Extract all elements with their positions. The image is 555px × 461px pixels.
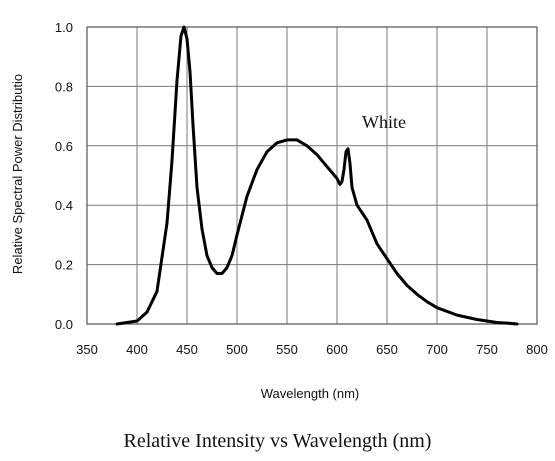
x-tick-label: 550 [276, 342, 298, 357]
annotation-white: White [362, 112, 406, 132]
y-axis-ticks: 0.0 0.2 0.4 0.6 0.8 1.0 [55, 20, 73, 332]
x-tick-label: 450 [176, 342, 198, 357]
x-tick-label: 750 [476, 342, 498, 357]
x-tick-label: 500 [226, 342, 248, 357]
x-tick-label: 700 [426, 342, 448, 357]
x-tick-label: 400 [126, 342, 148, 357]
plot-frame [86, 26, 538, 325]
x-axis-label: Wavelength (nm) [261, 386, 360, 401]
y-tick-label: 0.8 [55, 79, 73, 94]
grid [86, 26, 538, 325]
y-tick-label: 0.6 [55, 139, 73, 154]
y-axis-label: Relative Spectral Power Distributio [10, 74, 25, 274]
x-tick-label: 800 [526, 342, 548, 357]
y-tick-label: 0.4 [55, 198, 73, 213]
y-tick-label: 0.0 [55, 317, 73, 332]
series-line [115, 25, 519, 326]
x-tick-label: 650 [376, 342, 398, 357]
x-tick-label: 600 [326, 342, 348, 357]
x-axis-ticks: 350 400 450 500 550 600 650 700 750 800 [76, 342, 548, 357]
y-tick-label: 1.0 [55, 20, 73, 35]
chart-caption: Relative Intensity vs Wavelength (nm) [123, 430, 432, 452]
x-tick-label: 350 [76, 342, 98, 357]
y-tick-label: 0.2 [55, 258, 73, 273]
